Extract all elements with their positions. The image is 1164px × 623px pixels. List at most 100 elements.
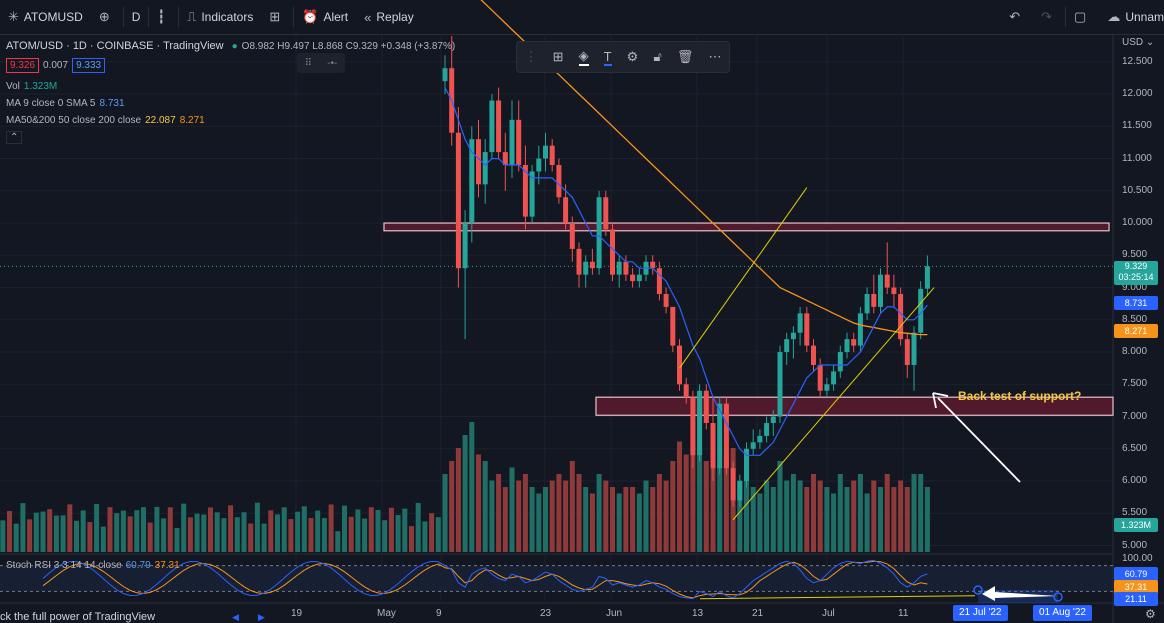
annotation-arrow[interactable] — [932, 392, 1021, 483]
stoch-d-tag: 37.31 — [1114, 580, 1158, 594]
candle-body — [864, 294, 870, 314]
volume-bar — [817, 480, 823, 552]
candle-body — [911, 332, 917, 365]
volume-bar — [422, 521, 428, 552]
undo-button[interactable]: ↶ — [1001, 0, 1033, 34]
support-zone — [383, 222, 1110, 232]
volume-bar — [643, 480, 649, 552]
volume-bar — [891, 487, 897, 552]
drag-dots-icon[interactable]: ⠿ — [304, 57, 312, 69]
volume-bar — [583, 487, 589, 552]
top-toolbar: ✳ ATOMUSD ⊕ D ┇ ⎍ Indicators ⊞ ⏰ Alert «… — [0, 0, 1164, 35]
candle-body — [770, 416, 776, 423]
candle-body — [817, 364, 823, 391]
volume-bar — [402, 508, 408, 552]
stoch-d-value: 37.31 — [154, 560, 180, 571]
volume-bar — [335, 531, 341, 552]
compare-add-button[interactable]: ⊕ — [91, 0, 123, 34]
volume-bar — [864, 493, 870, 552]
candle-body — [596, 197, 602, 269]
lock-icon[interactable]: 🔓︎ — [653, 49, 662, 64]
alert-button[interactable]: ⏰ Alert — [294, 0, 356, 34]
buy-button[interactable]: 9.333 — [72, 58, 106, 73]
redo-button[interactable]: ↷ — [1033, 0, 1065, 34]
replay-button[interactable]: « Replay — [356, 0, 422, 34]
volume-bar — [770, 487, 776, 552]
support-resistance-zones[interactable] — [383, 222, 1114, 416]
annotation-text[interactable]: Back test of support? — [958, 389, 1082, 403]
scroll-left-icon[interactable]: ◀ — [232, 612, 239, 622]
layout-select-button[interactable]: ▢ — [1066, 0, 1099, 34]
drag-handle-icon[interactable]: ⋮ — [524, 49, 538, 64]
candle-body — [469, 139, 475, 224]
candle-body — [884, 274, 890, 288]
price-tick-label: 12.000 — [1122, 88, 1153, 100]
fill-color-icon[interactable]: ◈ — [578, 48, 589, 66]
volume-bar — [281, 507, 287, 552]
settings-gear-icon[interactable]: ⚙ — [626, 49, 639, 64]
candle-body — [556, 165, 562, 198]
scroll-right-icon[interactable]: ▶ — [258, 612, 265, 622]
volume-bar — [60, 515, 66, 552]
upgrade-banner[interactable]: ck the full power of TradingView — [0, 611, 156, 623]
legend-volume[interactable]: Vol 1.323M — [6, 81, 57, 92]
save-layout-button[interactable]: ☁ Unnam — [1099, 0, 1164, 34]
ma9-price-tag: 8.731 — [1114, 296, 1158, 310]
candle-body — [851, 339, 857, 346]
legend-ma9[interactable]: MA 9 close 0 SMA 5 8.731 — [6, 98, 125, 109]
volume-bar — [831, 493, 837, 552]
date-range-arrow — [982, 586, 1058, 601]
volume-bar — [549, 480, 555, 552]
settings-icon[interactable]: ⚙ — [1145, 607, 1156, 621]
currency-label[interactable]: USD ⌄ — [1122, 37, 1155, 48]
divider — [148, 7, 150, 27]
volume-bar — [603, 480, 609, 552]
indicators-label: Indicators — [201, 10, 254, 24]
sell-button[interactable]: 9.326 — [6, 58, 40, 73]
volume-bar — [355, 509, 361, 552]
collapse-icon[interactable]: ⌃ — [6, 131, 23, 144]
volume-bar — [650, 487, 656, 552]
volume-bar — [757, 493, 763, 552]
legend-collapse[interactable]: ⌃ — [6, 131, 23, 144]
candle-body — [710, 423, 716, 469]
volume-bar — [703, 461, 709, 552]
volume-bar — [717, 467, 723, 552]
volume-bar — [241, 512, 247, 552]
volume-bar — [616, 493, 622, 552]
line-tool-icon[interactable]: -•- — [327, 57, 338, 69]
more-icon[interactable]: ⋯ — [708, 49, 722, 64]
legend-ma50-200[interactable]: MA50&200 50 close 200 close 22.087 8.271 — [6, 115, 205, 126]
candle-body — [690, 397, 696, 456]
layout-name: Unnam — [1125, 10, 1164, 24]
volume-bars — [0, 422, 930, 552]
legend-stoch-rsi[interactable]: Stoch RSI 3 3 14 14 close 60.79 37.31 — [6, 560, 180, 571]
candle-body — [455, 132, 461, 269]
price-tick-label: 10.500 — [1122, 184, 1153, 196]
candle-body — [522, 165, 528, 217]
interval-button[interactable]: D — [124, 0, 149, 34]
volume-bar — [469, 422, 475, 552]
volume-bar — [208, 507, 213, 552]
chart-type-button[interactable]: ┇ — [149, 0, 178, 34]
trend-channel[interactable] — [679, 187, 935, 521]
candle-body — [804, 313, 810, 346]
indicators-button[interactable]: ⎍ Indicators — [179, 0, 261, 34]
text-color-icon[interactable]: T — [603, 48, 612, 66]
template-icon[interactable]: ⊞ — [552, 49, 564, 64]
volume-bar — [898, 480, 904, 552]
templates-button[interactable]: ⊞ — [261, 0, 293, 34]
ma200-value: 22.087 — [145, 115, 176, 126]
candle-body — [898, 294, 904, 340]
volume-bar — [797, 480, 803, 552]
arrow-head — [932, 392, 949, 409]
trash-icon[interactable]: 🗑︎ — [676, 49, 694, 64]
symbol-search-button[interactable]: ✳ ATOMUSD — [0, 0, 91, 34]
volume-bar — [710, 435, 716, 552]
candle-body — [683, 384, 689, 398]
undo-icon: ↶ — [1009, 9, 1021, 24]
volume-bar — [489, 480, 495, 552]
volume-bar — [482, 461, 488, 552]
candle-body — [536, 158, 542, 172]
